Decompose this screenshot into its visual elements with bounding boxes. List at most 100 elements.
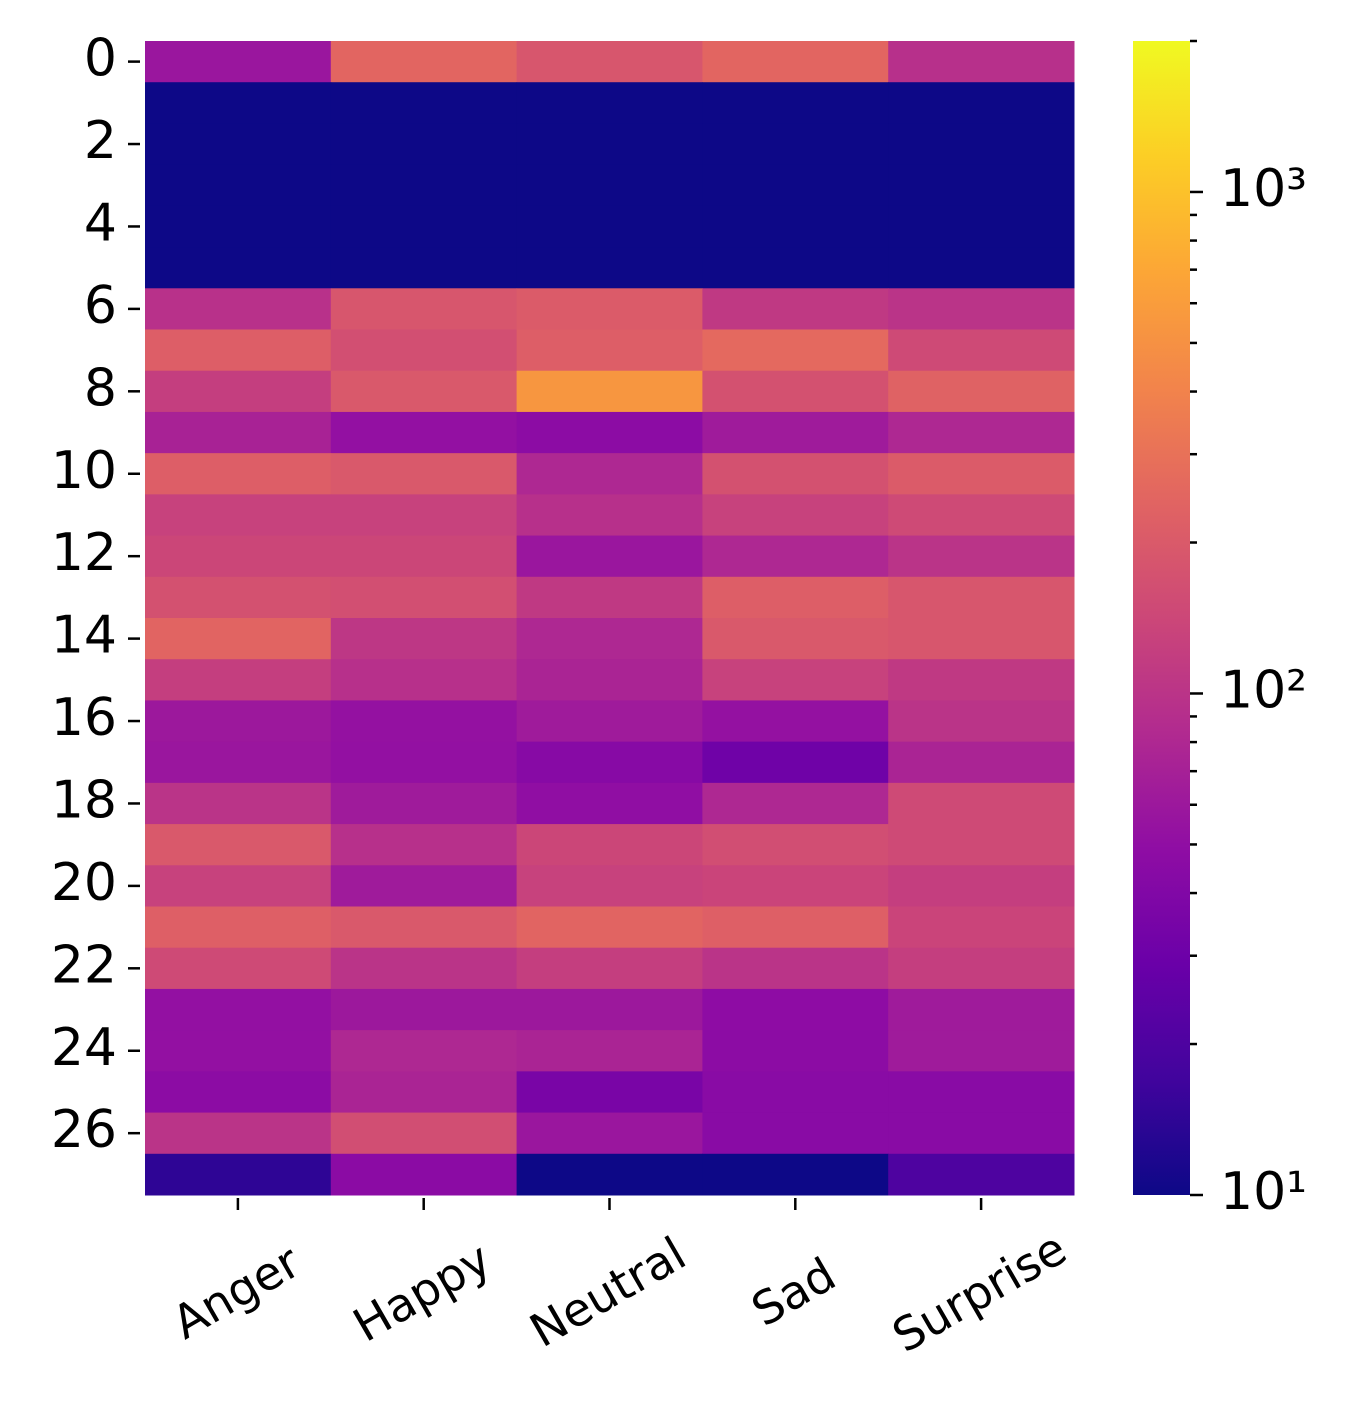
- heatmap-cell: [702, 947, 889, 990]
- heatmap-cell: [888, 618, 1075, 660]
- heatmap-cell: [145, 947, 332, 990]
- heatmap-cell: [702, 988, 889, 1031]
- y-tick-label: 10: [51, 441, 117, 501]
- heatmap-cell: [330, 700, 518, 743]
- heatmap-cell: [702, 1153, 889, 1196]
- heatmap-cell: [516, 453, 703, 495]
- heatmap-cell: [145, 659, 332, 701]
- heatmap-cell: [516, 288, 703, 330]
- heatmap-cell: [702, 824, 889, 866]
- heatmap-cell: [516, 865, 703, 907]
- heatmap-cell: [145, 288, 332, 330]
- heatmap-cell: [516, 906, 703, 949]
- heatmap-cell: [145, 1153, 332, 1196]
- heatmap-cell: [145, 1071, 332, 1114]
- heatmap-cell: [516, 947, 703, 990]
- heatmap-cell: [516, 1112, 703, 1155]
- heatmap-cell: [702, 700, 889, 743]
- heatmap-cell: [516, 494, 703, 537]
- heatmap-cell: [516, 782, 703, 825]
- heatmap-cell: [888, 824, 1075, 866]
- heatmap-cell: [145, 906, 332, 949]
- heatmap-cell: [330, 988, 518, 1031]
- heatmap-cell: [702, 659, 889, 701]
- heatmap-cell: [516, 205, 703, 248]
- heatmap-cell: [145, 1030, 332, 1072]
- y-tick-label: 12: [51, 523, 117, 583]
- heatmap-cell: [888, 906, 1075, 949]
- heatmap-cell: [702, 82, 889, 124]
- colorbar-tick-label: 10²: [1220, 660, 1307, 720]
- heatmap-cell: [702, 411, 889, 454]
- heatmap-cell: [330, 618, 518, 660]
- heatmap-cell: [702, 288, 889, 330]
- heatmap-cell: [145, 535, 332, 578]
- heatmap-cell: [330, 494, 518, 537]
- y-tick-label: 24: [51, 1018, 117, 1078]
- heatmap-cell: [145, 453, 332, 495]
- heatmap-cell: [330, 1153, 518, 1196]
- heatmap-cell: [516, 988, 703, 1031]
- colorbar-tick-label: 10³: [1220, 159, 1307, 219]
- heatmap-cell: [330, 906, 518, 949]
- heatmap-cell: [516, 1071, 703, 1114]
- heatmap-cell: [145, 82, 332, 124]
- heatmap-cell: [702, 535, 889, 578]
- heatmap-cell: [702, 1071, 889, 1114]
- heatmap-cell: [330, 576, 518, 619]
- heatmap-cell: [330, 205, 518, 248]
- heatmap-cell: [702, 370, 889, 413]
- heatmap-cell: [330, 1071, 518, 1114]
- heatmap-cell: [888, 411, 1075, 454]
- x-tick-label: Neutral: [521, 1226, 695, 1358]
- heatmap-cell: [145, 865, 332, 907]
- heatmap-cell: [888, 659, 1075, 701]
- heatmap-cell: [702, 906, 889, 949]
- heatmap-cell: [702, 782, 889, 825]
- heatmap-cell: [702, 205, 889, 248]
- heatmap-cell: [516, 576, 703, 619]
- heatmap-cell: [330, 453, 518, 495]
- heatmap-cell: [888, 370, 1075, 413]
- heatmap-cell: [145, 988, 332, 1031]
- heatmap-cell: [702, 618, 889, 660]
- heatmap-cell: [330, 123, 518, 166]
- heatmap-cell: [145, 824, 332, 866]
- heatmap-cell: [330, 1030, 518, 1072]
- heatmap-cell: [330, 535, 518, 578]
- y-tick-label: 8: [84, 358, 117, 418]
- heatmap-cell: [702, 494, 889, 537]
- heatmap-cell: [888, 1030, 1075, 1072]
- heatmap-cell: [145, 329, 332, 372]
- heatmap-cell: [516, 370, 703, 413]
- heatmap-cell: [888, 782, 1075, 825]
- heatmap-cell: [145, 700, 332, 743]
- heatmap-cell: [330, 329, 518, 372]
- heatmap-cell: [702, 123, 889, 166]
- heatmap-cell: [330, 865, 518, 907]
- y-tick-label: 26: [51, 1100, 117, 1160]
- heatmap-cell: [702, 865, 889, 907]
- heatmap-cell: [145, 164, 332, 207]
- heatmap-cell: [516, 329, 703, 372]
- heatmap-cell: [516, 824, 703, 866]
- heatmap-cell: [888, 123, 1075, 166]
- heatmap-cell: [145, 205, 332, 248]
- heatmap-cell: [330, 370, 518, 413]
- heatmap-cell: [702, 247, 889, 289]
- x-tick-label: Anger: [163, 1234, 309, 1349]
- y-tick-label: 16: [51, 688, 117, 748]
- heatmap-cell: [888, 865, 1075, 907]
- heatmap-cell: [330, 288, 518, 330]
- x-tick-label: Sad: [743, 1247, 845, 1337]
- heatmap-cell: [145, 576, 332, 619]
- heatmap-cell: [145, 411, 332, 454]
- heatmap-cell: [516, 535, 703, 578]
- heatmap-cell: [516, 41, 703, 83]
- heatmap-cell: [516, 164, 703, 207]
- heatmap-cell: [516, 1030, 703, 1072]
- heatmap-cell: [888, 205, 1075, 248]
- y-tick-label: 2: [84, 111, 117, 171]
- colorbar: [1133, 41, 1190, 1195]
